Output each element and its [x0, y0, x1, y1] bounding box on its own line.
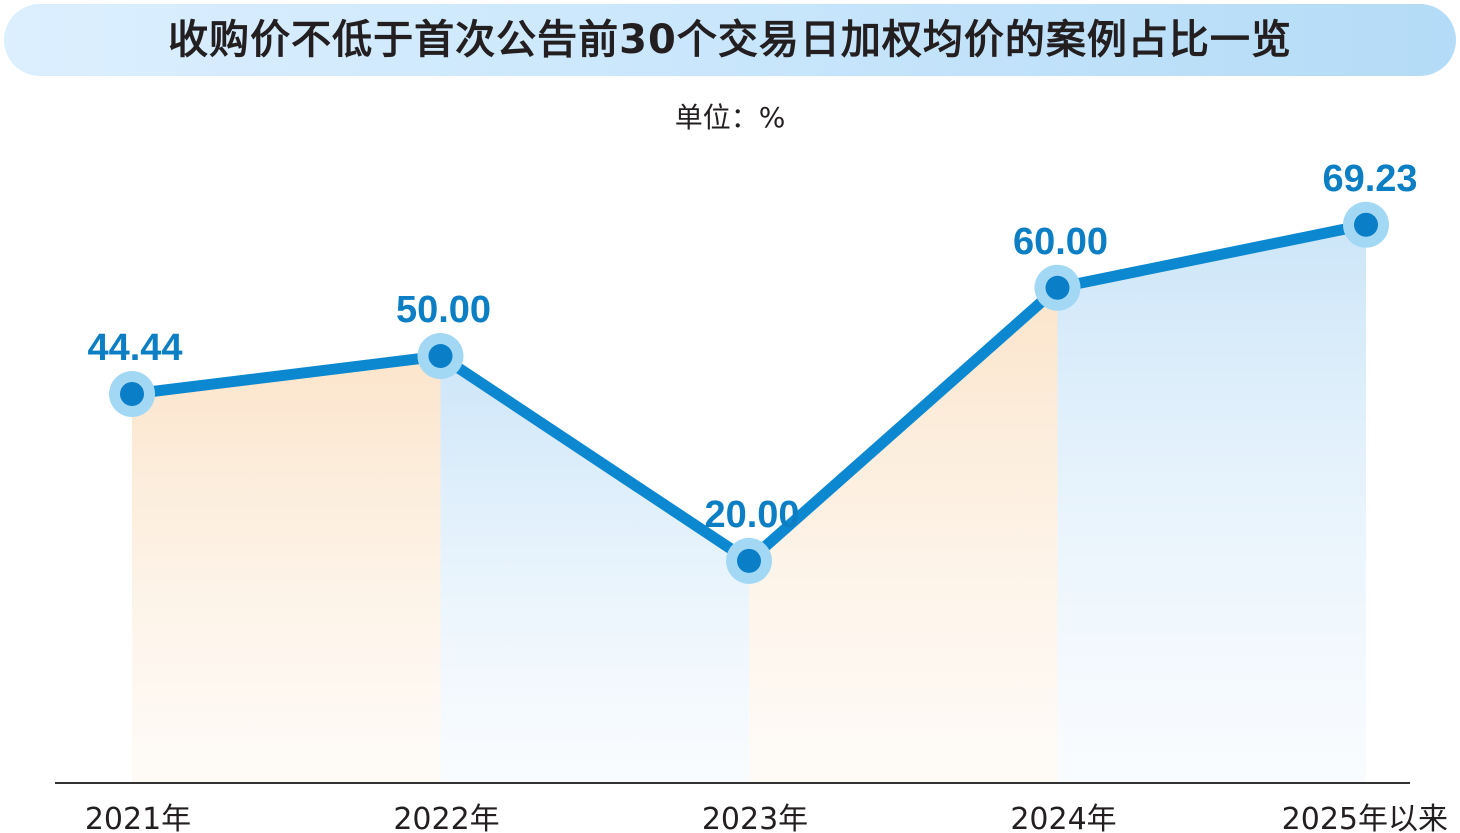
- title-banner: 收购价不低于首次公告前30个交易日加权均价的案例占比一览: [4, 4, 1456, 76]
- data-label: 50.00: [396, 289, 491, 331]
- x-tick-label: 2021年: [85, 802, 191, 833]
- area-fill-segment: [132, 356, 441, 783]
- area-fill-segment: [749, 287, 1058, 783]
- data-point: [1045, 275, 1070, 300]
- value-labels: 44.44 50.00 20.00 60.00 69.23: [87, 158, 1417, 536]
- area-fill-segment: [440, 356, 749, 783]
- data-point: [120, 382, 144, 407]
- x-tick-label: 2022年: [393, 802, 499, 833]
- unit-label: 单位：%: [674, 101, 786, 134]
- markers: [109, 201, 1389, 584]
- data-label: 69.23: [1322, 158, 1417, 200]
- area-fill-segment: [1057, 224, 1366, 783]
- data-point: [737, 548, 761, 573]
- data-point: [428, 344, 453, 369]
- x-tick-label: 2024年: [1010, 802, 1116, 833]
- data-label: 60.00: [1013, 221, 1108, 263]
- chart-title: 收购价不低于首次公告前30个交易日加权均价的案例占比一览: [168, 17, 1292, 63]
- data-label: 20.00: [704, 494, 799, 536]
- x-tick-label: 2023年: [702, 802, 808, 833]
- data-label: 44.44: [87, 327, 182, 369]
- data-point: [1354, 212, 1378, 237]
- x-tick-label: 2025年以来: [1282, 802, 1448, 833]
- area-fills: [132, 224, 1366, 783]
- x-tick-labels: 2021年 2022年 2023年 2024年 2025年以来: [85, 802, 1448, 833]
